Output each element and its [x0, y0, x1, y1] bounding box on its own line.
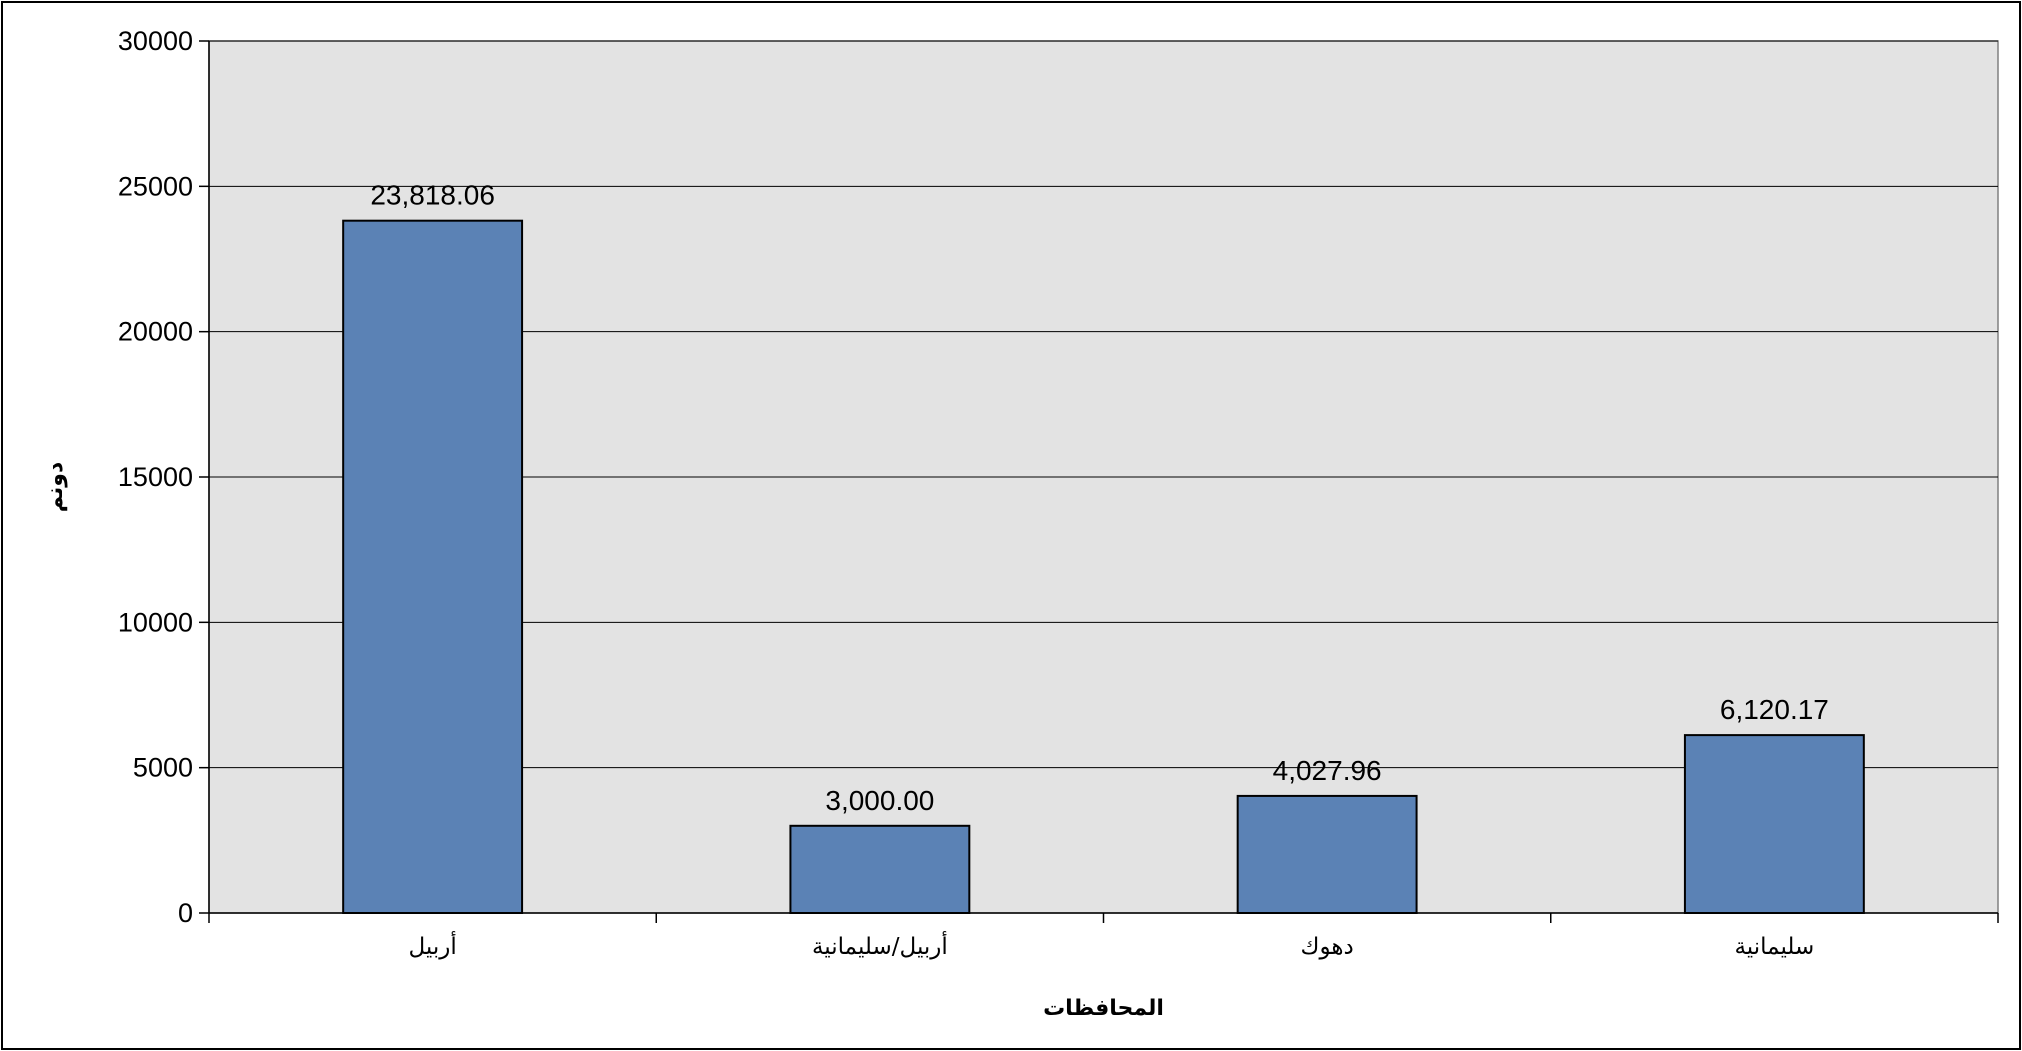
data-label: 4,027.96 — [1273, 755, 1382, 786]
data-label: 3,000.00 — [825, 785, 934, 816]
x-axis-title: المحافظات — [1043, 996, 1164, 1021]
labels: 0 5000 10000 15000 20000 25000 30000 23,818.06 أ… — [118, 26, 1829, 960]
y-tick-label: 30000 — [118, 26, 193, 56]
y-tick-label: 0 — [178, 898, 193, 928]
y-tick-label: 25000 — [118, 171, 193, 201]
data-label: 6,120.17 — [1720, 694, 1829, 725]
y-tick-label: 20000 — [118, 317, 193, 347]
bar — [1683, 734, 1865, 914]
x-tick-label: دهوك — [1301, 934, 1354, 960]
y-tick-label: 15000 — [118, 462, 193, 492]
axes — [199, 40, 1999, 923]
y-axis-title: دونم — [43, 462, 68, 512]
bar — [1236, 794, 1418, 915]
bars — [342, 219, 1865, 915]
data-label: 23,818.06 — [370, 180, 495, 211]
bar — [342, 219, 524, 914]
y-tick-label: 10000 — [118, 607, 193, 637]
y-tick-label: 5000 — [133, 753, 193, 783]
x-tick-label: سليمانية — [1734, 934, 1814, 960]
bar — [789, 824, 971, 914]
x-tick-label: أربيل — [408, 931, 456, 960]
x-tick-label: أربيل/سليمانية — [812, 931, 948, 960]
